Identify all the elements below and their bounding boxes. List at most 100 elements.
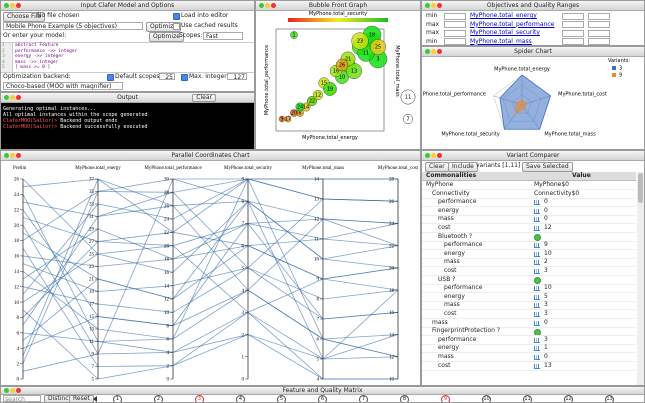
data-line — [22, 178, 399, 291]
bubble[interactable] — [323, 82, 337, 96]
panel-header: Output — [1, 93, 254, 103]
checkbox[interactable] — [107, 74, 114, 81]
variant-column[interactable]: 6 — [318, 395, 327, 402]
variant-column[interactable]: 10 — [482, 395, 491, 402]
tick-label: 4 — [242, 289, 245, 294]
window-icon — [10, 95, 15, 100]
objective-input[interactable] — [562, 29, 584, 37]
row-name: cost — [444, 310, 457, 317]
clear-button[interactable]: Clear — [425, 162, 449, 172]
objective-input[interactable] — [444, 29, 466, 37]
reset-button[interactable]: Reset — [69, 395, 94, 402]
objective-input[interactable] — [444, 38, 466, 45]
value-icon — [534, 346, 540, 352]
row-name: Bluetooth ? — [438, 232, 473, 240]
tick-label: 10 — [314, 258, 320, 263]
objective-link[interactable]: MyPhone.total_mass — [470, 37, 532, 45]
size-label: MyPhone.total_mass — [394, 45, 400, 97]
bubble[interactable] — [290, 31, 298, 39]
row-name: USB ? — [438, 275, 456, 283]
bubble[interactable] — [369, 39, 386, 56]
y-axis-label: MyPhone.total_performance — [264, 45, 270, 115]
backend-select[interactable]: Choco-based (MOO with magnifier) — [3, 82, 123, 90]
objective-link[interactable]: MyPhone.total_performance — [470, 20, 555, 28]
bubble[interactable] — [295, 102, 305, 112]
scopes-select[interactable]: Fast — [203, 32, 243, 40]
objective-direction: min — [426, 12, 438, 19]
console-text: Backend output ends — [57, 118, 118, 124]
tick-label: 15 — [89, 315, 95, 320]
panel-header: Parallel Coordinates Chart — [1, 151, 420, 161]
variant-column[interactable]: 4 — [236, 395, 245, 402]
window-icon — [259, 3, 264, 8]
variant-column[interactable]: 13 — [605, 395, 614, 402]
bubble[interactable] — [335, 58, 349, 72]
search-input[interactable]: search — [3, 395, 41, 402]
max-integer-input[interactable]: 127 — [227, 73, 247, 81]
include-button[interactable]: Include — [448, 162, 478, 172]
choose-file-button[interactable]: Choose File — [3, 12, 46, 22]
variant-column[interactable]: 7 — [359, 395, 368, 402]
arrow-icon[interactable] — [93, 396, 97, 402]
bubble[interactable] — [351, 32, 369, 50]
row-name: mass — [444, 258, 460, 266]
objective-input[interactable] — [562, 12, 584, 20]
scroll-thumb[interactable] — [638, 173, 643, 203]
variant-column[interactable]: 1 — [113, 395, 122, 402]
window-icon — [431, 153, 436, 158]
objective-input[interactable] — [588, 38, 610, 45]
bubble-panel: Bubble Front Graph MyPhone.total_securit… — [255, 0, 421, 150]
example-select[interactable]: Mobile Phone Example (5 objectives) — [3, 22, 143, 30]
data-line — [22, 267, 399, 320]
console-prefix: ClaferMOO(Sailor)> — [3, 124, 58, 130]
bubble[interactable] — [290, 109, 298, 117]
bubble-label: 10 — [339, 75, 345, 81]
objective-input[interactable] — [588, 21, 610, 28]
variant-column[interactable]: 11 — [523, 395, 532, 402]
variant-column[interactable]: 8 — [400, 395, 409, 402]
bubble[interactable] — [307, 95, 318, 106]
row-divider — [422, 309, 636, 311]
line-number: 5 — [2, 65, 5, 70]
bubble[interactable] — [313, 89, 324, 100]
code-editor[interactable]: 1 abstract Feature 2 performance ->> integ… — [1, 42, 254, 73]
save-button[interactable]: Save Selected — [522, 162, 573, 172]
console: Generating optimal instances... All optim… — [1, 103, 254, 149]
optimize-button[interactable]: Optimize — [146, 22, 181, 32]
variant-column[interactable]: 2 — [154, 395, 163, 402]
variant-column[interactable]: 9 — [441, 395, 450, 402]
objective-input[interactable] — [588, 29, 610, 37]
objective-input[interactable] — [444, 21, 466, 28]
optimize-button[interactable]: Optimize — [149, 32, 184, 42]
variant-column[interactable]: 5 — [277, 395, 286, 402]
window-icon — [10, 3, 15, 8]
row-divider — [422, 249, 636, 251]
window-icon — [4, 3, 9, 8]
checkbox[interactable] — [181, 74, 188, 81]
bubble-label: 12 — [315, 93, 321, 99]
variants-label: variants [1,11] — [476, 162, 521, 169]
objective-link[interactable]: MyPhone.total_security — [470, 29, 540, 36]
size-legend-circle — [402, 113, 414, 125]
label: Max. integer: — [189, 73, 229, 80]
objective-input[interactable] — [588, 12, 610, 20]
scrollbar[interactable] — [637, 172, 644, 385]
value-icon — [534, 286, 540, 292]
tick-label: 9 — [242, 178, 245, 183]
panel-header: Objectives and Quality Ranges — [422, 1, 644, 11]
default-scopes-input[interactable]: 25 — [159, 73, 175, 81]
legend-swatch — [612, 66, 616, 70]
variant-column[interactable]: 12 — [564, 395, 573, 402]
window-icon — [437, 153, 442, 158]
clear-button[interactable]: Clear — [192, 94, 216, 102]
bubble[interactable] — [284, 115, 292, 123]
tick-label: 29 — [89, 228, 95, 233]
objective-input[interactable] — [562, 38, 584, 45]
variant-column[interactable]: 3 — [195, 395, 204, 402]
objective-input[interactable] — [562, 21, 584, 28]
objective-link[interactable]: MyPhone.total_energy — [470, 12, 537, 19]
tick-label: 10 — [389, 378, 395, 383]
checkbox[interactable] — [173, 23, 180, 30]
objective-input[interactable] — [444, 12, 466, 20]
checkbox[interactable] — [173, 13, 180, 20]
